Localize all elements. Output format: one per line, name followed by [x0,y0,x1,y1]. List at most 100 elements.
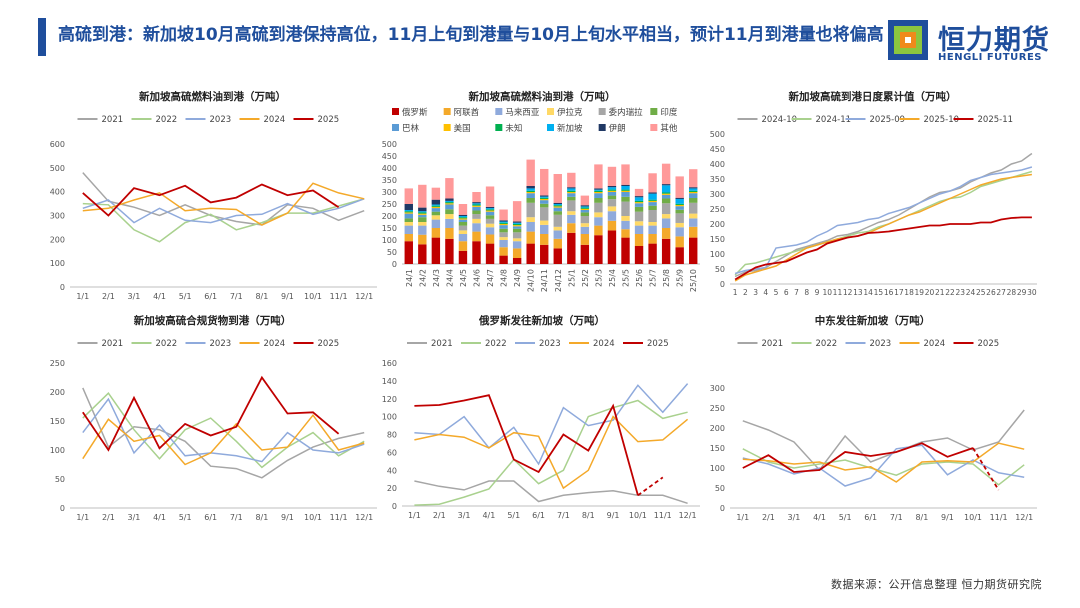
legend-item-2024-11: 2024-11 [791,115,852,125]
x-tick-label: 24/11 [540,269,549,292]
bar-segment---25-9 [675,236,684,248]
bar-segment---25-1 [567,190,576,192]
chart-title: 新加坡高硫合规货物到港（万吨） [134,314,292,327]
legend-item-2021: 2021 [737,339,783,349]
legend-label: 2025 [318,115,340,125]
x-tick-label: 12/1 [679,511,697,520]
legend-item-2025-11: 2025-11 [953,115,1013,125]
bar-segment---25-8 [661,185,671,193]
x-tick-label: 25/9 [676,269,685,287]
chart-russia-to-singapore: 俄罗斯发往新加坡（万吨） 2021 2022 2023 2024 2025 0 20 40 60 8… [382,314,700,520]
bar-segment---24-11 [540,196,549,198]
bar-segment---25-10 [689,188,698,191]
bar-segment---25-3 [594,212,603,218]
bar-segment---24-3 [431,206,441,209]
bar-segment---24-5 [458,241,468,251]
legend-item-2023: 2023 [845,339,891,349]
chart-title: 新加坡高硫燃料油到港（万吨） [469,90,616,103]
x-tick-label: 7/1 [890,513,903,522]
bar-segment---25-1 [567,214,576,224]
bar-segment---25-3 [594,189,603,191]
bar-segment---25-9 [675,176,684,198]
series-line-2024 [414,415,689,490]
bar-segment---24-9 [512,226,522,229]
legend-label: 巴林 [402,123,420,134]
bar-segment---24-11 [540,203,549,208]
y-tick-label: 200 [50,388,65,397]
legend-item--: 阿联酋 [443,107,480,118]
bar-segment---24-8 [499,228,508,233]
legend-label: 2024 [924,339,946,349]
bar-segment---25-5 [621,216,630,221]
bar-segment---25-4 [607,190,617,192]
x-tick-label: 6/1 [532,511,545,520]
bar-segment---25-2 [580,234,590,245]
bar-segment---24-4 [445,218,454,228]
x-tick-label: 3/1 [128,292,141,301]
bar-segment---25-7 [648,225,657,234]
series-line-2024 [742,442,1025,483]
bar-segment---25-4 [607,206,617,212]
bar-segment---24-7 [485,218,495,224]
bar-segment---24-10 [526,186,535,189]
x-tick-label: 30 [1027,288,1037,297]
x-tick-label: 3/1 [458,511,471,520]
bar-segment---24-8 [499,247,508,256]
x-tick-label: 26 [986,288,996,297]
legend-swatch [650,108,658,115]
x-tick-label: 13 [853,288,863,297]
bar-segment---24-9 [512,228,522,233]
bar-segment---24-9 [512,223,522,226]
legend-item--: 伊朗 [598,123,626,134]
bar-segment---25-5 [621,201,630,216]
x-tick-label: 9/1 [941,513,954,522]
bar-segment---25-3 [594,190,603,192]
bar-segment---24-9 [512,258,522,264]
y-tick-label: 80 [387,431,397,440]
bar-segment---24-7 [485,215,495,219]
bar-segment---24-6 [472,204,481,206]
y-tick-label: 100 [50,259,65,268]
x-tick-label: 10/1 [964,513,982,522]
legend-label: 2024 [593,339,615,349]
bar-segment---24-9 [512,222,522,224]
bar-segment---25-8 [661,228,671,239]
bar-segment---25-2 [580,205,590,207]
bar-segment---24-4 [445,214,454,219]
bar-segment---24-6 [472,231,481,242]
bar-segment---25-4 [607,187,617,190]
x-tick-label: 22 [945,288,955,297]
bar-segment---24-8 [499,255,508,264]
bar-segment---25-6 [634,200,644,203]
y-tick-label: 0 [392,502,397,511]
y-tick-label: 100 [382,413,397,422]
bar-segment---25-5 [621,189,630,191]
legend-label: 2024-11 [816,115,852,125]
bar-segment---25-9 [675,222,684,228]
legend-label: 2021 [102,339,124,349]
bar-segment---25-5 [621,196,630,202]
legend-label: 阿联酋 [454,107,480,118]
x-tick-label: 5/1 [179,292,192,301]
bar-segment---24-4 [445,178,454,199]
series-line-2021 [82,387,365,479]
bar-segment---24-6 [472,210,481,215]
bar-segment---24-7 [485,211,495,216]
x-tick-label: 16 [884,288,894,297]
x-tick-label: 12/1 [1015,513,1033,522]
x-tick-label: 6/1 [864,513,877,522]
bar-segment---25-1 [567,193,576,197]
series-line-2023 [82,198,365,224]
x-tick-label: 8/1 [582,511,595,520]
bar-segment---24-3 [431,199,441,205]
bar-segment---24-12 [553,214,562,227]
x-tick-label: 4/1 [153,513,166,522]
bar-segment---24-5 [458,214,468,216]
x-tick-label: 24/10 [527,269,536,292]
x-tick-label: 9/1 [607,511,620,520]
bar-segment---24-6 [472,205,481,207]
x-tick-label: 25/2 [581,269,590,287]
bar-segment---25-4 [607,199,617,207]
legend-label: 美国 [454,123,471,134]
legend-label: 2025 [647,339,669,349]
